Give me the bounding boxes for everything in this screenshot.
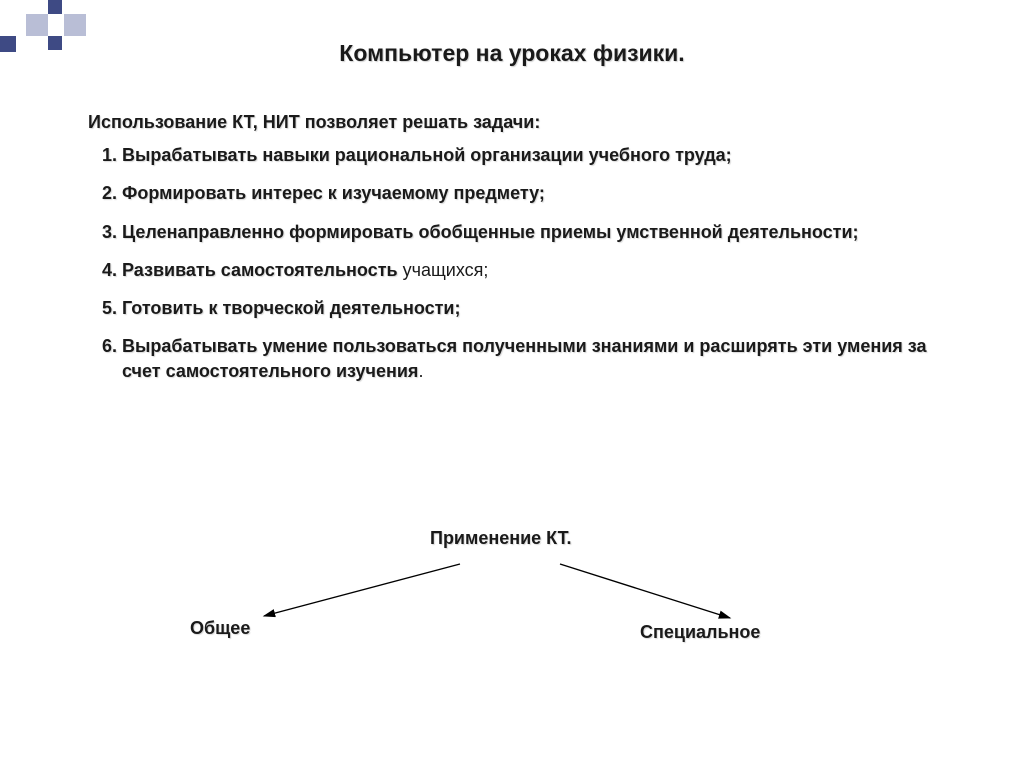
deco-square-2 [48,0,62,14]
arrow-left [264,564,460,616]
task-list: Вырабатывать навыки рациональной организ… [88,143,938,383]
deco-square-1 [26,14,48,36]
task-item-bold: Вырабатывать навыки рациональной организ… [122,145,732,165]
arrow-right [560,564,730,618]
deco-square-4 [64,14,86,36]
intro-line: Использование КТ, НИТ позволяет решать з… [88,112,938,133]
task-item-bold: Формировать интерес к изучаемому предмет… [122,183,545,203]
diagram: Применение КТ. Общее Специальное [0,528,1024,728]
task-item-tail: учащихся; [398,260,489,280]
task-item-bold: Вырабатывать умение пользоваться получен… [122,336,927,380]
slide: Компьютер на уроках физики. Использовани… [0,0,1024,768]
task-item-bold: Целенаправленно формировать обобщенные п… [122,222,859,242]
diagram-arrows [0,528,1024,728]
slide-title: Компьютер на уроках физики. [0,40,1024,67]
task-item-6: Вырабатывать умение пользоваться получен… [122,334,938,383]
task-item-5: Готовить к творческой деятельности; [122,296,938,320]
task-item-1: Вырабатывать навыки рациональной организ… [122,143,938,167]
task-item-bold: Развивать самостоятельность [122,260,398,280]
task-item-tail: . [418,361,423,381]
task-item-3: Целенаправленно формировать обобщенные п… [122,220,938,244]
task-item-4: Развивать самостоятельность учащихся; [122,258,938,282]
content-block: Использование КТ, НИТ позволяет решать з… [88,112,938,397]
task-item-bold: Готовить к творческой деятельности; [122,298,460,318]
task-item-2: Формировать интерес к изучаемому предмет… [122,181,938,205]
